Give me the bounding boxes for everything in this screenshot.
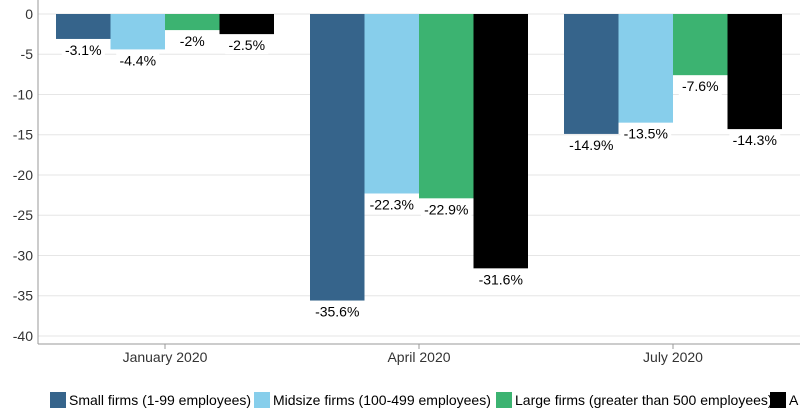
bar — [165, 14, 220, 31]
data-label: -7.6% — [682, 78, 719, 94]
legend-label: A — [789, 392, 799, 408]
data-label: -13.5% — [624, 126, 668, 142]
data-label: -2% — [180, 33, 205, 49]
legend-label: Small firms (1-99 employees) — [69, 392, 252, 408]
bar — [110, 14, 165, 50]
x-axis-ticks: January 2020 April 2020 July 2020 — [123, 344, 703, 365]
x-tick-label: July 2020 — [643, 349, 703, 365]
data-label: -4.4% — [119, 52, 156, 68]
data-label: -2.5% — [228, 37, 265, 53]
y-tick-label: -10 — [13, 86, 33, 102]
y-tick-label: 0 — [25, 6, 33, 22]
legend-swatch — [254, 392, 270, 408]
bar — [419, 14, 474, 199]
bars — [56, 14, 782, 301]
legend-item: Large firms (greater than 500 employees) — [496, 392, 773, 408]
legend-label: Midsize firms (100-499 employees) — [273, 392, 491, 408]
y-tick-label: -40 — [13, 328, 33, 344]
data-label-background — [311, 303, 363, 321]
legend-label: Large firms (greater than 500 employees) — [515, 392, 773, 408]
data-label-background — [420, 201, 472, 219]
data-label-background — [729, 132, 781, 150]
y-tick-label: -30 — [13, 247, 33, 263]
y-tick-label: -35 — [13, 288, 33, 304]
bar — [673, 14, 728, 76]
bar — [219, 14, 274, 35]
legend-swatch — [770, 392, 786, 408]
bar — [310, 14, 365, 301]
data-label: -3.1% — [65, 42, 102, 58]
y-tick-label: -25 — [13, 207, 33, 223]
data-label-background — [366, 196, 418, 214]
y-tick-label: -20 — [13, 167, 33, 183]
bar — [564, 14, 619, 134]
x-tick-label: April 2020 — [387, 349, 450, 365]
data-label-background — [116, 52, 160, 70]
bar — [56, 14, 111, 39]
data-label-background — [225, 37, 269, 55]
data-labels: -3.1% -4.4% -2% -2.5% -35.6% -22.3% -22.9% -31.… — [61, 33, 781, 321]
bar — [473, 14, 528, 269]
x-tick-label: January 2020 — [123, 349, 208, 365]
bar — [727, 14, 782, 130]
legend-item: Small firms (1-99 employees) — [50, 392, 251, 408]
data-label-background — [178, 33, 206, 51]
chart-legend: Small firms (1-99 employees) Midsize firm… — [0, 391, 800, 409]
data-label-background — [475, 271, 527, 289]
legend-item: Midsize firms (100-499 employees) — [254, 392, 491, 408]
bar-chart: 0 -5 -10 -15 -20 -25 -30 -35 -40 -3.1% -4.4% -2% -2… — [13, 0, 800, 365]
data-label: -35.6% — [315, 304, 359, 320]
data-label: -22.3% — [370, 196, 414, 212]
bar — [618, 14, 673, 123]
legend-swatch — [50, 392, 66, 408]
y-axis-ticks: 0 -5 -10 -15 -20 -25 -30 -35 -40 — [13, 6, 33, 344]
y-tick-label: -15 — [13, 127, 33, 143]
legend-swatch — [496, 392, 512, 408]
data-label: -22.9% — [424, 201, 468, 217]
legend-item: A — [770, 392, 798, 408]
y-tick-label: -5 — [21, 46, 34, 62]
data-label: -14.3% — [733, 132, 777, 148]
data-label-background — [678, 78, 722, 96]
data-label: -31.6% — [479, 271, 523, 287]
data-label-background — [61, 41, 105, 59]
data-label-background — [565, 136, 617, 154]
data-label-background — [620, 125, 672, 143]
bar — [364, 14, 419, 194]
data-label: -14.9% — [569, 137, 613, 153]
